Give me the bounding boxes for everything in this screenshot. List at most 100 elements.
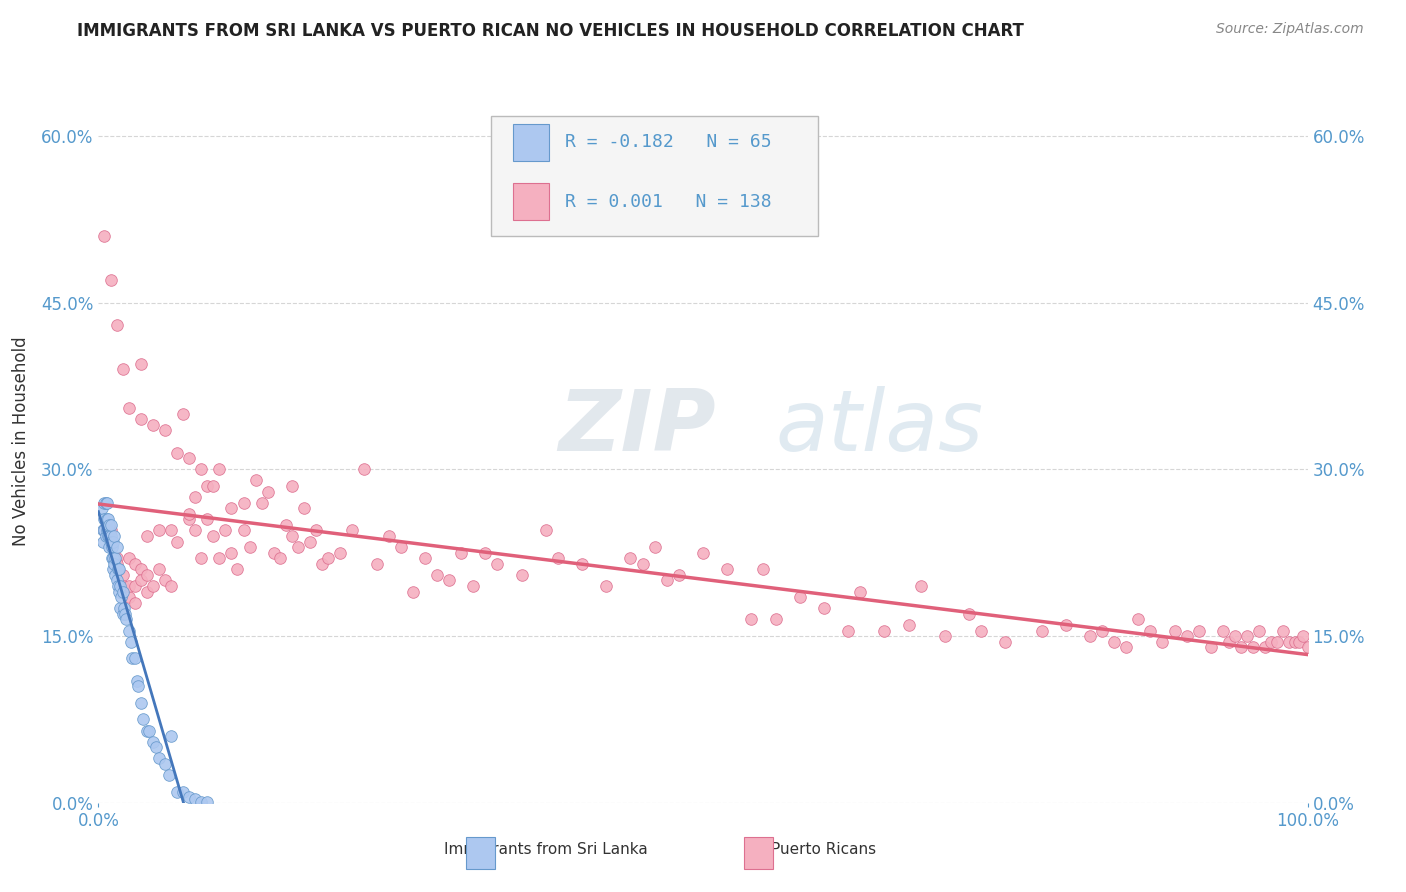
Point [377, 529, 399, 543]
Point [93, 228, 115, 243]
Point [97, 529, 120, 543]
Point [96, 496, 118, 510]
Text: Immigrants from Sri Lanka: Immigrants from Sri Lanka [444, 842, 648, 857]
Point [281, 479, 304, 493]
Point [184, 490, 207, 504]
Point [108, 579, 131, 593]
Point [789, 590, 811, 604]
Text: IMMIGRANTS FROM SRI LANKA VS PUERTO RICAN NO VEHICLES IN HOUSEHOLD CORRELATION C: IMMIGRANTS FROM SRI LANKA VS PUERTO RICA… [77, 22, 1024, 40]
Point [114, 607, 136, 621]
Point [1284, 634, 1306, 648]
Point [1102, 634, 1125, 648]
Point [437, 574, 460, 588]
Point [202, 529, 225, 543]
Point [1254, 640, 1277, 655]
Point [111, 362, 134, 376]
Point [195, 479, 218, 493]
Point [108, 584, 131, 599]
Point [101, 534, 124, 549]
Point [208, 462, 231, 476]
FancyBboxPatch shape [465, 837, 495, 869]
Point [160, 524, 183, 538]
Point [353, 462, 375, 476]
Text: ZIP: ZIP [558, 385, 716, 468]
Point [202, 479, 225, 493]
Point [195, 795, 218, 809]
Point [142, 417, 165, 432]
Point [1223, 629, 1246, 643]
Point [1139, 624, 1161, 638]
Point [1115, 640, 1137, 655]
Point [1288, 634, 1310, 648]
Point [316, 551, 339, 566]
Point [111, 579, 134, 593]
Point [740, 612, 762, 626]
Point [97, 512, 120, 526]
Point [105, 574, 128, 588]
Point [105, 557, 128, 571]
Point [619, 551, 641, 566]
Point [160, 729, 183, 743]
Point [166, 445, 188, 459]
Point [98, 540, 121, 554]
Point [138, 723, 160, 738]
FancyBboxPatch shape [513, 183, 550, 220]
Point [765, 612, 787, 626]
FancyBboxPatch shape [492, 116, 818, 235]
Point [153, 574, 176, 588]
Point [1296, 640, 1319, 655]
Point [402, 584, 425, 599]
Point [245, 474, 267, 488]
Point [184, 524, 207, 538]
Text: Source: ZipAtlas.com: Source: ZipAtlas.com [1216, 22, 1364, 37]
Point [97, 524, 120, 538]
Point [115, 612, 138, 626]
Point [91, 524, 114, 538]
Point [190, 795, 212, 809]
Point [172, 785, 194, 799]
Point [1054, 618, 1077, 632]
Point [93, 512, 115, 526]
Point [100, 551, 122, 566]
Point [148, 524, 170, 538]
Point [1163, 624, 1185, 638]
Point [103, 557, 125, 571]
Point [148, 751, 170, 765]
Point [93, 524, 115, 538]
Point [232, 496, 254, 510]
Point [547, 551, 569, 566]
Point [1249, 624, 1271, 638]
Point [668, 568, 690, 582]
Point [120, 634, 142, 648]
Point [1267, 634, 1289, 648]
Point [104, 568, 127, 582]
Y-axis label: No Vehicles in Household: No Vehicles in Household [11, 336, 30, 547]
Point [1292, 629, 1315, 643]
Point [299, 534, 322, 549]
Point [118, 624, 141, 638]
Point [105, 318, 128, 332]
Point [190, 551, 212, 566]
Point [413, 551, 436, 566]
Point [179, 507, 201, 521]
Point [107, 562, 129, 576]
Point [98, 529, 121, 543]
Point [1241, 640, 1264, 655]
Point [474, 546, 496, 560]
Point [111, 568, 134, 582]
Point [118, 590, 141, 604]
Point [145, 740, 167, 755]
Point [105, 551, 128, 566]
Point [93, 496, 115, 510]
Point [287, 540, 309, 554]
Point [100, 540, 122, 554]
Point [179, 512, 201, 526]
Point [692, 546, 714, 560]
Point [121, 651, 143, 665]
Point [1175, 629, 1198, 643]
Point [1152, 634, 1174, 648]
Point [957, 607, 980, 621]
Point [256, 484, 278, 499]
Point [184, 792, 207, 806]
Point [221, 546, 243, 560]
